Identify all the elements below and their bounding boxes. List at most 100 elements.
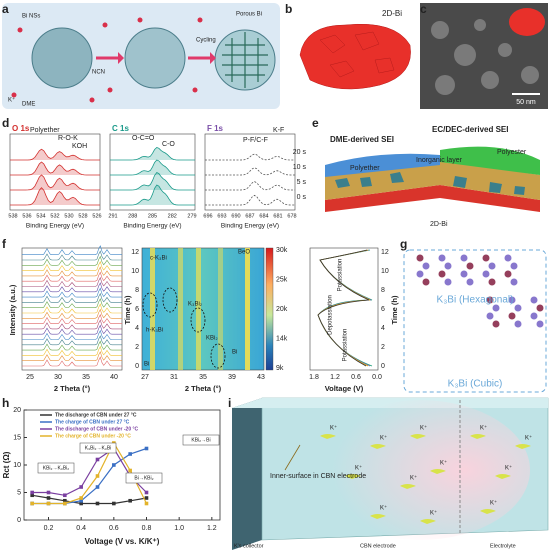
pointer: [284, 444, 301, 471]
sei-label: DME-derived SEI: [330, 135, 394, 144]
spectrum-curve: [205, 153, 295, 161]
atom: [504, 270, 512, 278]
x-axis-label: 2 Theta (°): [185, 384, 222, 393]
atom: [466, 278, 474, 286]
plot-frame: [109, 133, 196, 211]
atom: [460, 254, 468, 262]
panel-letter: f: [2, 237, 7, 251]
spectrum-title: O 1s: [12, 124, 30, 133]
x-tick-label: 536: [22, 213, 31, 219]
structure-box: [403, 249, 547, 393]
xrd-pattern: [22, 245, 122, 256]
panel-letter: e: [312, 116, 319, 130]
atom: [466, 262, 474, 270]
schematic-label: Bi NSs: [22, 14, 40, 20]
panel-letter: i: [228, 396, 231, 410]
phase-marker: [162, 287, 178, 313]
k-ion-arrow: [400, 484, 416, 489]
xrd-pattern: [22, 271, 122, 282]
x-axis-label: 2 Theta (°): [54, 384, 91, 393]
y-tick-label: 15: [13, 434, 21, 441]
xrd-pattern: [22, 329, 122, 340]
spectrum-curve: [205, 167, 295, 176]
time-label: 10 s: [293, 164, 307, 171]
spectrum-curve: [110, 184, 195, 206]
legend-label: The charge of CBN under 27 °C: [55, 419, 130, 425]
y-tick-label: 0: [17, 517, 21, 524]
xrd-pattern: [22, 351, 122, 362]
heatmap-band: [196, 248, 201, 370]
series-line: [32, 447, 147, 496]
y-tick-label: 4: [381, 325, 385, 332]
peak-label: P-F/C-F: [243, 137, 268, 144]
atom: [416, 270, 424, 278]
atom: [416, 254, 424, 262]
atom: [488, 262, 496, 270]
structure-label: K₃Bi (Hexagonal): [437, 295, 514, 306]
x-tick-label: 690: [231, 213, 240, 219]
plot-frame: [9, 133, 101, 211]
y-tick-label: 5: [17, 489, 21, 496]
xrd-pattern: [22, 303, 122, 314]
series-point: [30, 493, 34, 498]
atom: [508, 312, 516, 320]
k-ion-label: K⁺: [525, 435, 532, 442]
phase-label: KBi₂: [206, 336, 218, 342]
y-tick-label: 0: [135, 363, 139, 370]
colorbar-label: 30k: [276, 247, 288, 254]
y-tick-label: 12: [131, 249, 139, 256]
k-ion-arrow: [370, 514, 386, 519]
y-tick-label: 20: [13, 407, 21, 414]
annotation-box: [79, 442, 117, 454]
sample-label: 2D-Bi: [382, 9, 402, 18]
x-tick-label: 1.0: [174, 525, 184, 532]
k-ion-arrow: [420, 519, 436, 524]
series-line: [32, 441, 148, 505]
atom: [444, 262, 452, 270]
series-point: [144, 446, 149, 451]
y-tick-label: 4: [135, 325, 139, 332]
surface-label: Inner-surface in CBN electrode: [270, 473, 366, 480]
schematic-label: Porous Bi: [236, 12, 262, 18]
schematic-label: NCN: [92, 70, 105, 76]
heatmap-band: [218, 248, 223, 370]
xrd-pattern: [22, 287, 122, 298]
x-tick-label: 1.2: [207, 525, 217, 532]
k-ion-label: K⁺: [410, 475, 417, 482]
phase-label: BeO: [238, 250, 250, 256]
x-tick-label: 532: [50, 213, 59, 219]
panel-letter: a: [2, 2, 9, 16]
annotation-box: [125, 472, 163, 484]
panel-letter: h: [2, 396, 9, 410]
heatmap-band: [245, 248, 250, 370]
peak-label: O-C=O: [132, 135, 155, 142]
xrd-pattern: [22, 266, 122, 277]
spectrum-curve: [10, 161, 100, 176]
xrd-pattern: [22, 308, 122, 319]
series-point: [46, 496, 51, 500]
y-tick-label: 10: [13, 462, 21, 469]
series-point: [95, 485, 100, 489]
sphere: [31, 27, 93, 89]
y-tick-label: 6: [381, 306, 385, 313]
process-label: Depotassiation: [328, 295, 334, 335]
panel-letter: c: [420, 2, 427, 16]
phase-label: h-K₃Bi: [146, 328, 163, 334]
x-tick-label: 538: [8, 213, 17, 219]
colorbar-label: 9k: [276, 365, 284, 372]
x-axis-label: Binding Energy (eV): [26, 223, 84, 230]
x-tick-label: 534: [36, 213, 45, 219]
x-tick-label: 0.2: [44, 525, 54, 532]
y-axis-label: Time (h): [123, 295, 132, 325]
xrd-pattern: [22, 345, 122, 356]
spectrum-curve: [10, 187, 100, 206]
k-ion-label: K⁺: [355, 465, 362, 472]
time-label: 5 s: [297, 179, 307, 186]
atom: [514, 304, 522, 312]
k-ion-label: K⁺: [490, 500, 497, 507]
sei-label: Polyester: [497, 149, 527, 156]
series-point: [63, 493, 67, 498]
y-tick-label: 2: [135, 344, 139, 351]
